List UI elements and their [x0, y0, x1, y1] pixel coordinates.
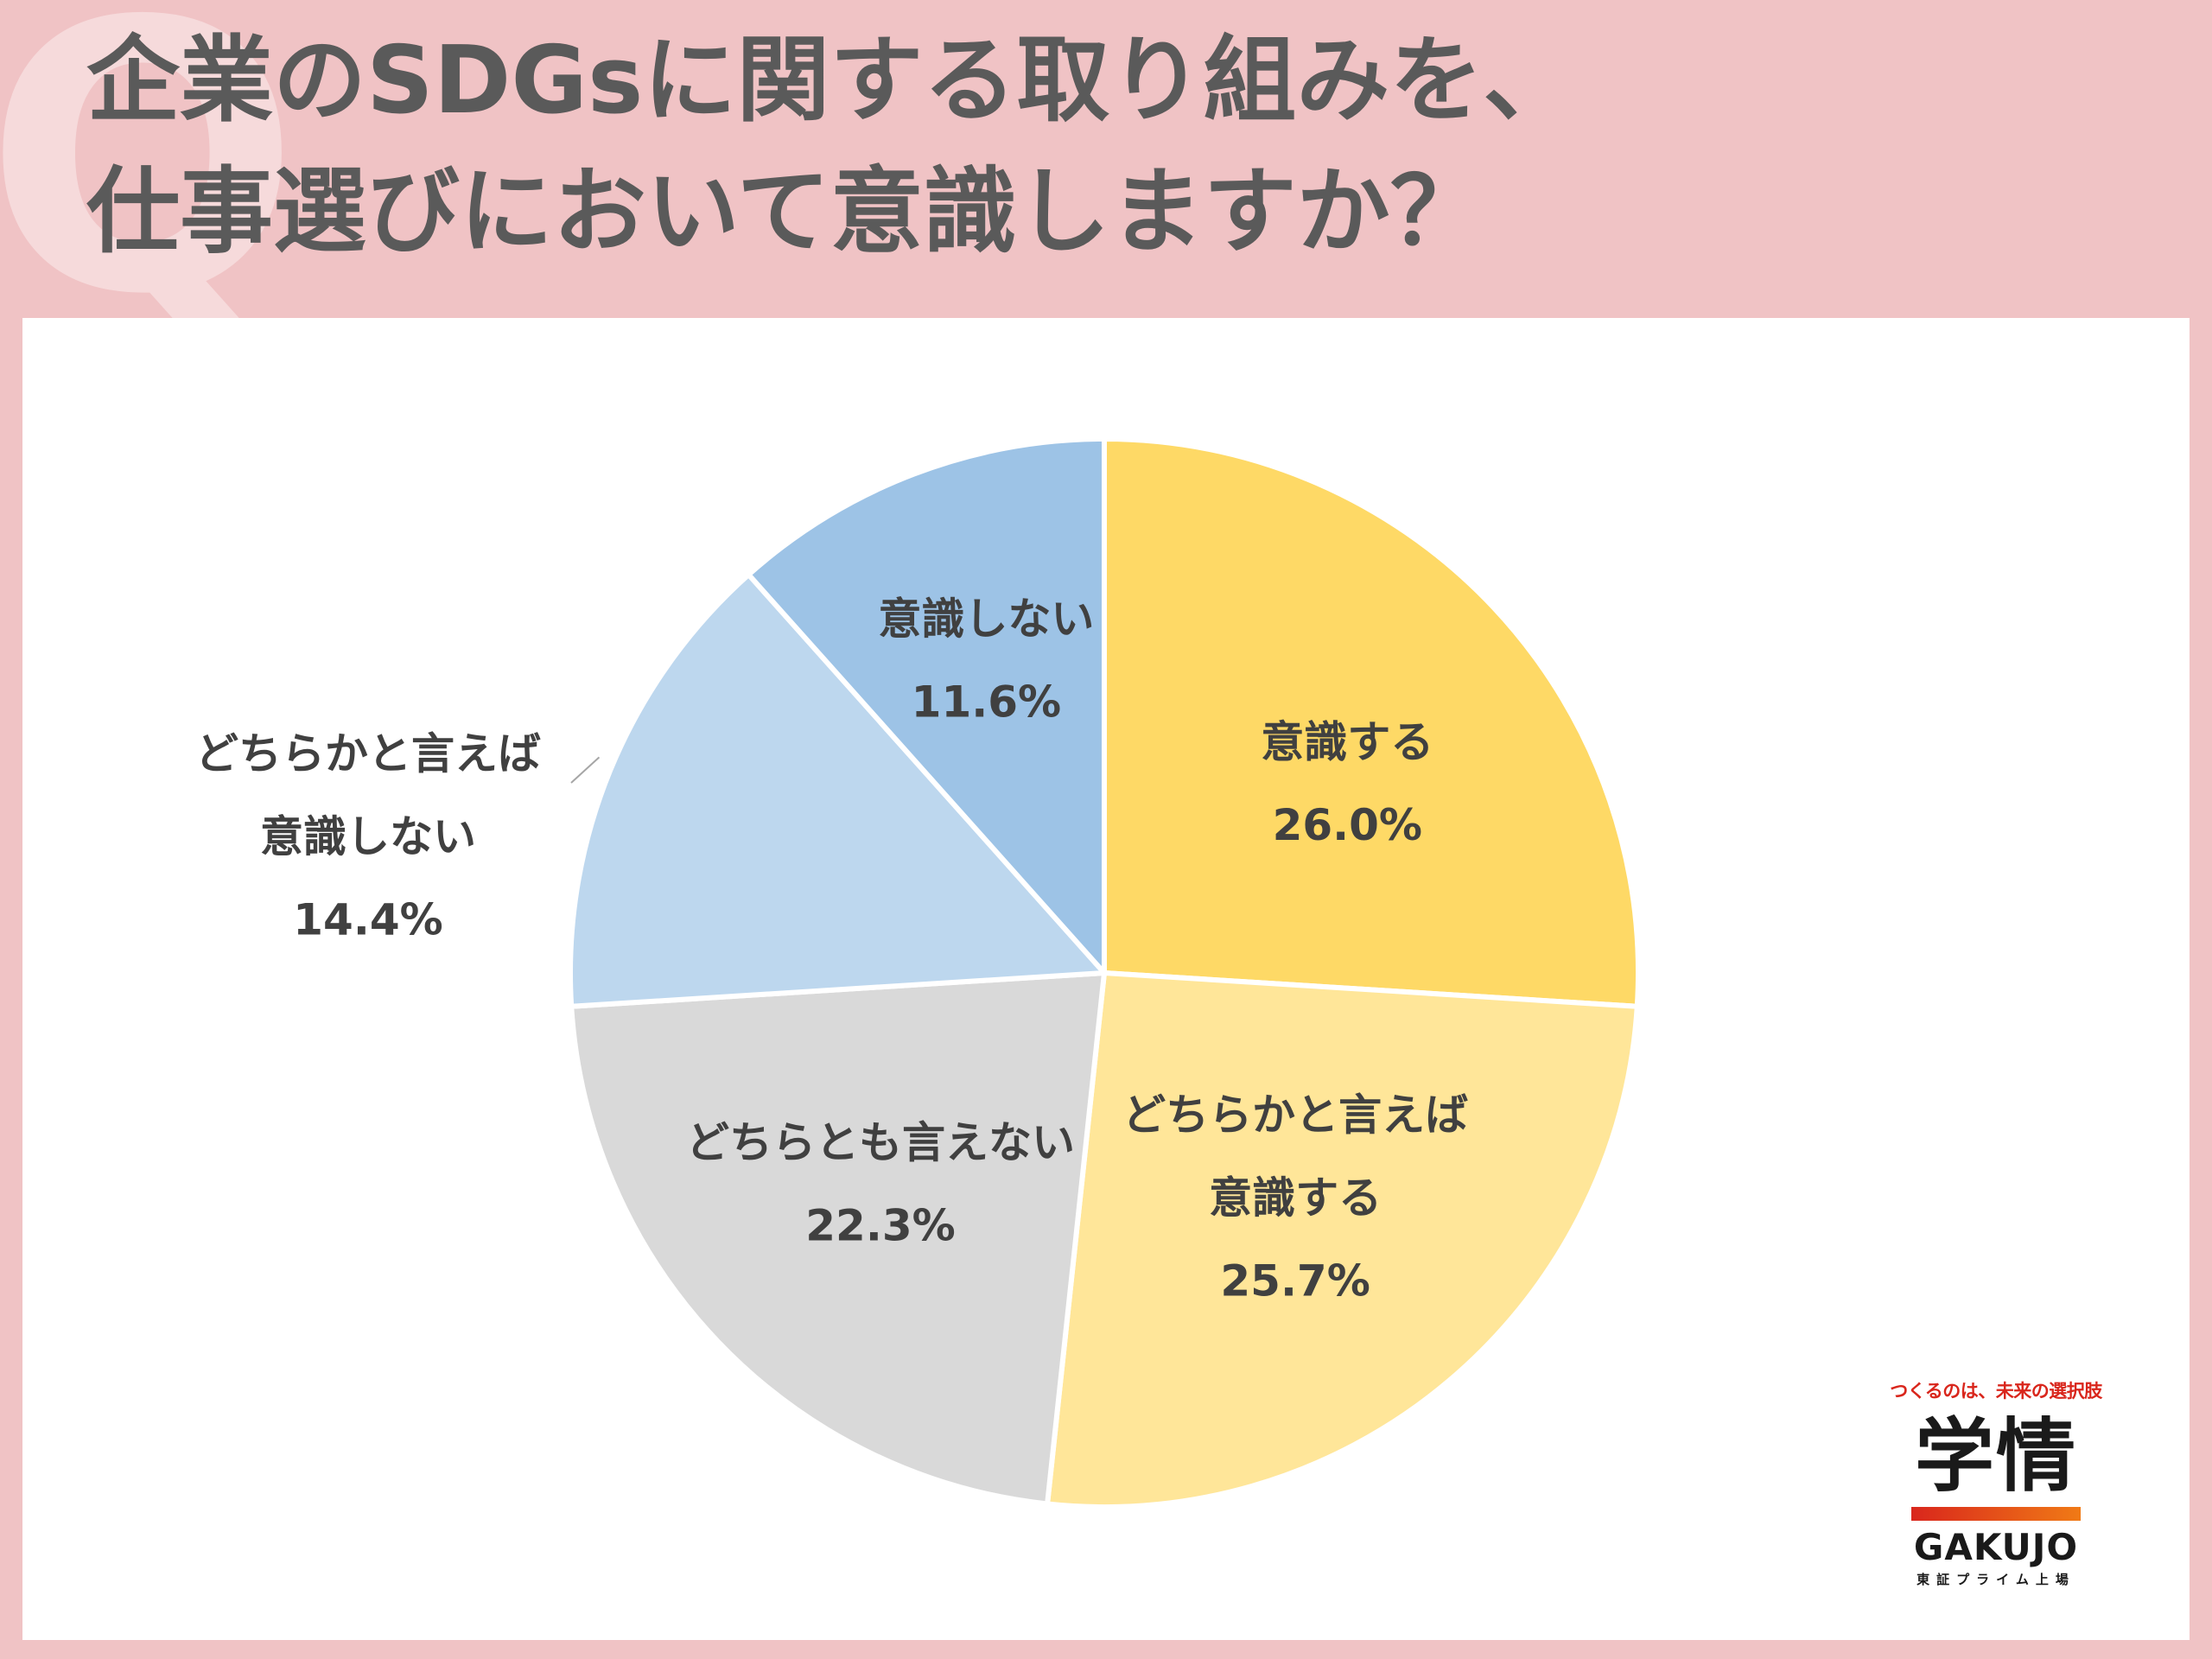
- pie-labels: 意識する26.0%どちらかと言えば意識する25.7%どちらとも言えない22.3%…: [195, 594, 1468, 1306]
- page-title: 企業のSDGsに関する取り組みを、 仕事選びにおいて意識しますか？: [86, 16, 2160, 278]
- page-title-line-1: 企業のSDGsに関する取り組みを、: [86, 27, 1577, 135]
- pie-slice-somewhat-aware: [1045, 970, 1640, 1510]
- pie-slice-unaware: [746, 436, 1107, 976]
- logo-sub: 東証プライム上場: [1916, 1572, 2075, 1587]
- category-label-somewhat-aware: 意識する: [1209, 1173, 1382, 1224]
- leader-line-somewhat-unaware: [570, 756, 601, 784]
- category-label-somewhat-aware: どちらかと言えば: [1122, 1090, 1468, 1141]
- category-label-neutral: どちらとも言えない: [686, 1117, 1075, 1167]
- category-label-somewhat-unaware: どちらかと言えば: [195, 729, 541, 779]
- pie-slice-aware: [1102, 436, 1641, 1009]
- logo-kanji: 学情: [1914, 1410, 2077, 1503]
- value-label-unaware: 11.6%: [912, 677, 1061, 728]
- logo-name: GAKUJO: [1913, 1526, 2079, 1568]
- logo-gradient-bar: [1911, 1507, 2081, 1521]
- pie-chart: 意識する26.0%どちらかと言えば意識する25.7%どちらとも言えない22.3%…: [195, 436, 1641, 1510]
- value-label-aware: 26.0%: [1273, 800, 1422, 850]
- logo-tagline: つくるのは、未来の選択肢: [1890, 1381, 2102, 1402]
- page-title-line-2: 仕事選びにおいて意識しますか？: [86, 158, 1484, 266]
- value-label-neutral: 22.3%: [805, 1200, 955, 1250]
- category-label-aware: 意識する: [1261, 717, 1433, 767]
- value-label-somewhat-unaware: 14.4%: [293, 895, 442, 945]
- pie-slice-neutral: [569, 970, 1107, 1507]
- chart-panel: 意識する 26.0% どちらかと言えば 意識する 25.7% どちらとも言えない 22.3%…: [22, 318, 2190, 1640]
- category-label-unaware: 意識しない: [878, 594, 1094, 645]
- q-watermark: Q: [0, 0, 301, 376]
- category-label-somewhat-unaware: 意識しない: [260, 812, 476, 862]
- pie-slice-somewhat-unaware: [568, 572, 1107, 1009]
- gakujo-logo: つくるのは、未来の選択肢 学情 GAKUJO 東証プライム上場: [1884, 1377, 2108, 1588]
- value-label-somewhat-aware: 25.7%: [1220, 1256, 1370, 1306]
